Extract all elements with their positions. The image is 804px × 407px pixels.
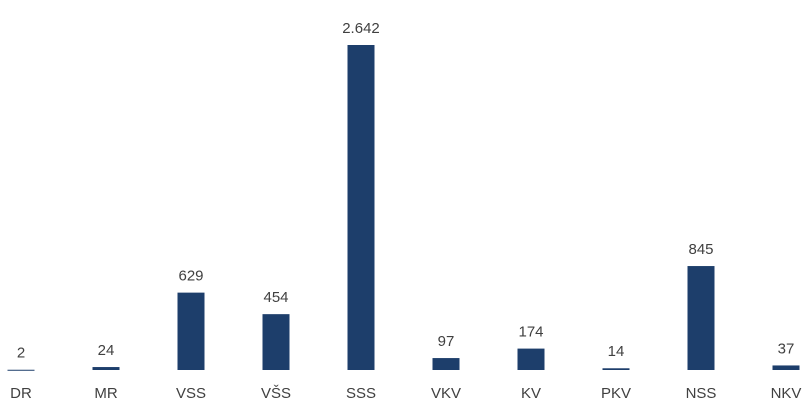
data-label: 629 bbox=[178, 268, 203, 285]
bar bbox=[517, 348, 545, 370]
data-label: 24 bbox=[98, 342, 115, 359]
data-label: 97 bbox=[438, 333, 455, 350]
x-tick-label: SSS bbox=[346, 385, 376, 402]
data-label: 454 bbox=[263, 289, 288, 306]
x-tick-label: NSS bbox=[686, 385, 717, 402]
bar bbox=[347, 45, 375, 370]
x-tick-label: MR bbox=[94, 385, 117, 402]
bar bbox=[432, 358, 460, 370]
data-label: 14 bbox=[608, 343, 625, 360]
bar bbox=[602, 368, 630, 370]
data-label: 174 bbox=[518, 324, 543, 341]
x-tick-label: DR bbox=[10, 385, 32, 402]
x-tick-label: VŠS bbox=[261, 385, 291, 402]
x-tick-label: VKV bbox=[431, 385, 461, 402]
bar bbox=[177, 292, 205, 370]
data-label: 2.642 bbox=[342, 20, 380, 37]
x-tick-label: NKV bbox=[771, 385, 802, 402]
bar bbox=[772, 365, 800, 370]
bar bbox=[262, 314, 290, 370]
bar bbox=[687, 266, 715, 370]
data-label: 37 bbox=[778, 340, 795, 357]
bar bbox=[92, 367, 120, 370]
data-label: 2 bbox=[17, 345, 25, 362]
data-label: 845 bbox=[688, 241, 713, 258]
x-tick-label: KV bbox=[521, 385, 541, 402]
bar bbox=[7, 369, 35, 371]
x-tick-label: PKV bbox=[601, 385, 631, 402]
x-tick-label: VSS bbox=[176, 385, 206, 402]
